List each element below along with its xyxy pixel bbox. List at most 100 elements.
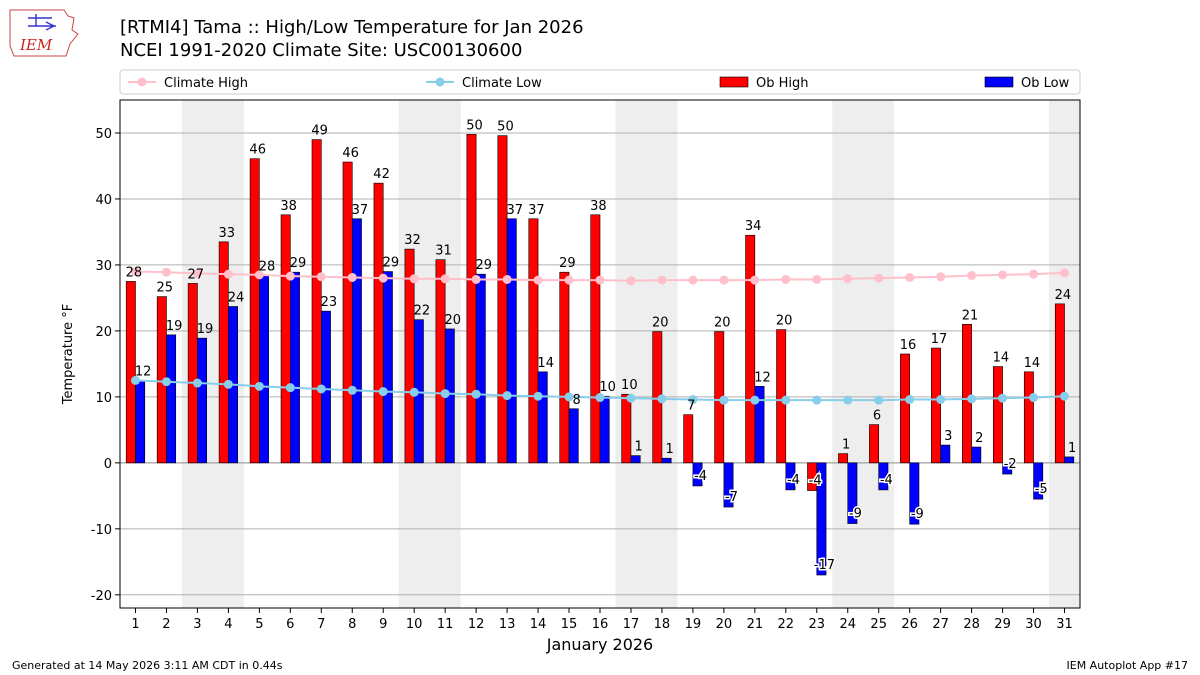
ob-low-bar bbox=[166, 334, 177, 464]
weather-station-icon bbox=[28, 14, 56, 31]
climate-low-point bbox=[595, 393, 605, 403]
ob-high-label: 16 bbox=[900, 338, 917, 353]
climate-low-point bbox=[936, 395, 946, 405]
ob-high-label: 29 bbox=[559, 256, 576, 271]
x-tick-label: 1 bbox=[131, 617, 139, 632]
ob-low-bar bbox=[135, 380, 146, 464]
climate-low-point bbox=[192, 378, 202, 388]
ob-low-bar bbox=[568, 408, 579, 464]
ob-high-bar bbox=[590, 214, 601, 464]
legend-box bbox=[119, 69, 1081, 95]
climate-high-point bbox=[192, 269, 202, 279]
climate-high-point bbox=[378, 273, 388, 283]
climate-high-point bbox=[998, 270, 1008, 280]
climate-high-point bbox=[688, 275, 698, 285]
climate-high-point bbox=[409, 274, 419, 284]
x-tick-label: 28 bbox=[963, 617, 980, 632]
climate-high-point bbox=[967, 270, 977, 280]
ob-low-bar bbox=[382, 271, 393, 464]
ob-low-label: 24 bbox=[228, 290, 245, 305]
climate-high-point bbox=[812, 274, 822, 284]
climate-low-point bbox=[130, 375, 140, 385]
legend-marker bbox=[137, 77, 147, 87]
ob-high-label: 7 bbox=[687, 399, 695, 414]
ob-high-label: 46 bbox=[249, 143, 266, 158]
climate-high-point bbox=[750, 275, 760, 285]
climate-low-point bbox=[161, 377, 171, 387]
ob-low-label: 1 bbox=[634, 440, 642, 455]
ob-high-bar bbox=[435, 259, 446, 464]
ob-low-bar bbox=[847, 462, 858, 524]
legend-marker bbox=[435, 77, 445, 87]
ob-low-bar bbox=[197, 337, 208, 464]
ob-low-label: 29 bbox=[383, 256, 400, 271]
x-tick-label: 29 bbox=[994, 617, 1011, 632]
climate-low-point bbox=[409, 387, 419, 397]
climate-high-point bbox=[719, 275, 729, 285]
ob-low-label: 37 bbox=[506, 203, 523, 218]
climate-low-point bbox=[1029, 393, 1039, 403]
ob-high-label: 49 bbox=[311, 124, 328, 139]
weekend-shade bbox=[863, 100, 895, 608]
y-axis-label: Temperature °F bbox=[61, 304, 76, 405]
x-tick-label: 11 bbox=[437, 617, 454, 632]
app-credit: IEM Autoplot App #17 bbox=[1066, 659, 1189, 672]
climate-high-point bbox=[161, 267, 171, 277]
ob-low-bar bbox=[785, 462, 796, 491]
ob-low-bar bbox=[475, 273, 486, 464]
x-tick-label: 7 bbox=[317, 617, 325, 632]
climate-low-point bbox=[1060, 391, 1070, 401]
ob-low-label: 14 bbox=[537, 356, 554, 371]
climate-low-point bbox=[471, 389, 481, 399]
x-tick-label: 3 bbox=[193, 617, 201, 632]
ob-low-label: -4 bbox=[694, 469, 707, 484]
climate-low-point bbox=[626, 393, 636, 403]
ob-low-label: -4 bbox=[880, 473, 893, 488]
x-tick-label: 15 bbox=[561, 617, 578, 632]
ob-low-label: 1 bbox=[665, 442, 673, 457]
climate-high-point bbox=[657, 275, 667, 285]
climate-high-point bbox=[285, 271, 295, 281]
climate-high-point bbox=[626, 276, 636, 286]
ob-low-label: -4 bbox=[787, 473, 800, 488]
climate-high-point bbox=[533, 275, 543, 285]
ob-low-label: 29 bbox=[290, 256, 307, 271]
x-tick-label: 4 bbox=[224, 617, 232, 632]
climate-low-point bbox=[254, 381, 264, 391]
ob-low-bar bbox=[1002, 462, 1013, 475]
climate-high-point bbox=[440, 274, 450, 284]
ob-high-label: 14 bbox=[993, 351, 1010, 366]
climate-low-point bbox=[440, 389, 450, 399]
ob-low-label: 28 bbox=[259, 259, 276, 274]
climate-high-point bbox=[936, 272, 946, 282]
climate-low-point bbox=[285, 383, 295, 393]
ob-high-bar bbox=[311, 139, 322, 464]
ob-high-label: 33 bbox=[218, 226, 235, 241]
ob-low-label: 10 bbox=[599, 380, 616, 395]
ob-low-bar bbox=[599, 395, 610, 464]
ob-low-bar bbox=[909, 462, 920, 525]
x-tick-label: 6 bbox=[286, 617, 294, 632]
ob-high-label: 20 bbox=[714, 316, 731, 331]
x-tick-label: 16 bbox=[592, 617, 609, 632]
ob-high-label: 6 bbox=[873, 409, 881, 424]
x-tick-label: 9 bbox=[379, 617, 387, 632]
climate-high-point bbox=[843, 274, 853, 284]
climate-low-point bbox=[378, 387, 388, 397]
climate-low-point bbox=[223, 379, 233, 389]
climate-high-point bbox=[130, 267, 140, 277]
ob-high-label: 42 bbox=[373, 167, 390, 182]
y-tick-label: 10 bbox=[95, 391, 112, 406]
climate-high-point bbox=[316, 272, 326, 282]
ob-low-label: -2 bbox=[1004, 457, 1017, 472]
ob-high-bar bbox=[1054, 303, 1065, 464]
climate-high-point bbox=[564, 275, 574, 285]
ob-low-label: 23 bbox=[321, 295, 338, 310]
ob-low-label: 19 bbox=[197, 322, 214, 337]
ob-high-label: 24 bbox=[1055, 288, 1072, 303]
climate-high-point bbox=[254, 270, 264, 280]
ob-low-bar bbox=[506, 218, 517, 464]
climate-low-point bbox=[967, 394, 977, 404]
legend-label: Climate Low bbox=[462, 76, 542, 91]
ob-low-label: 8 bbox=[573, 393, 581, 408]
